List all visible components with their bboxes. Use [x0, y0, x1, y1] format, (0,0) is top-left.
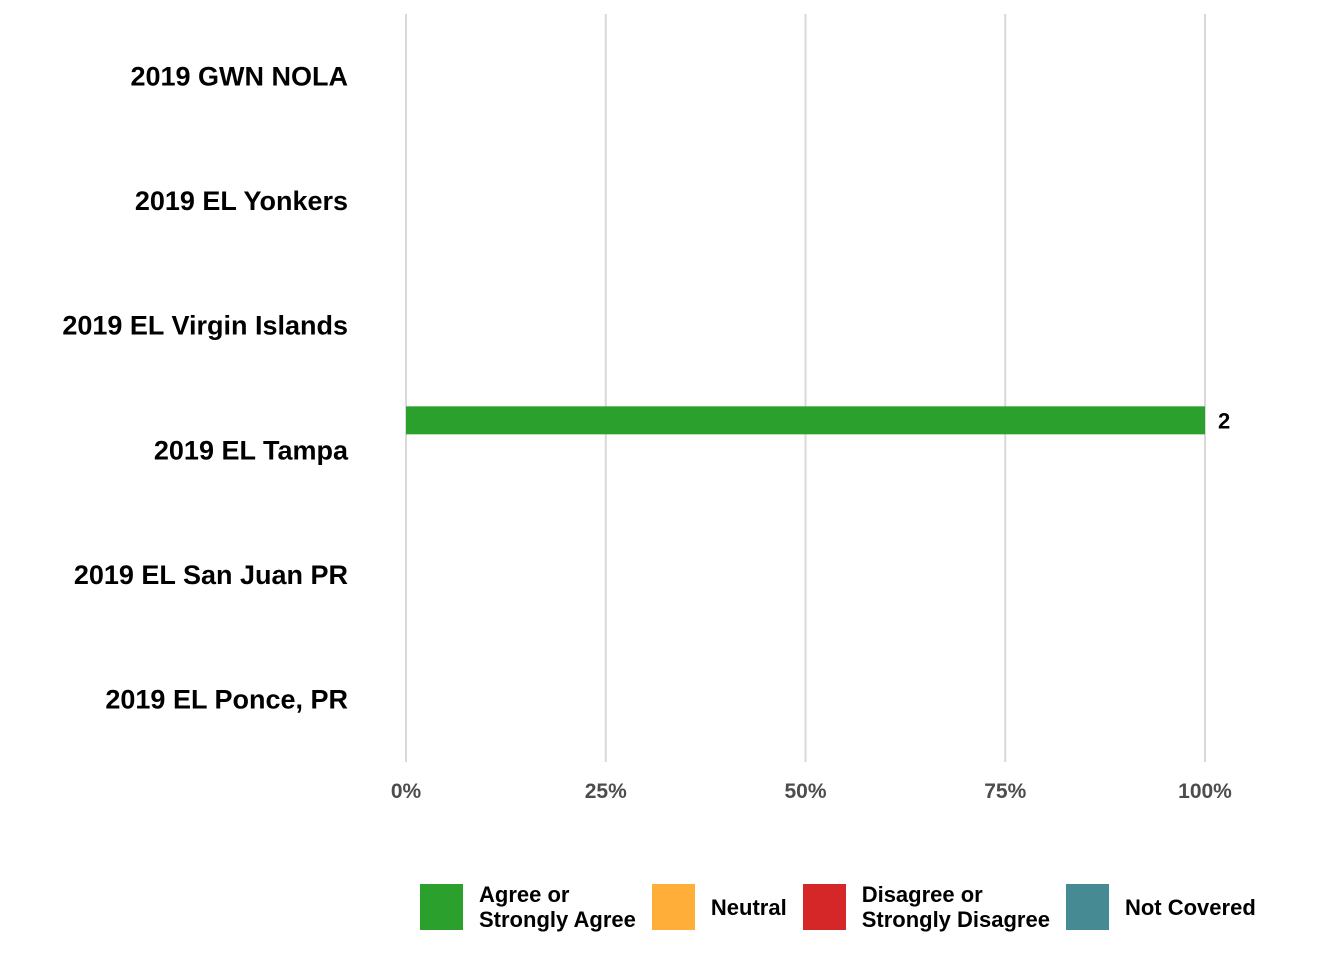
- bars: [406, 406, 1205, 435]
- legend-label: Not Covered: [1124, 894, 1256, 920]
- category-label: 2019 EL Virgin Islands: [62, 311, 348, 341]
- legend-swatch: [1065, 884, 1109, 930]
- legend-swatch: [802, 884, 846, 930]
- legend-swatch: [651, 884, 695, 930]
- legend: Agree or Strongly Agree Neutral Disagree o…: [420, 882, 1272, 932]
- legend-label: Neutral: [710, 894, 787, 920]
- legend-item: Not Covered: [1065, 884, 1256, 930]
- category-labels: 2019 GWN NOLA 2019 EL Yonkers 2019 EL Virg…: [62, 61, 349, 714]
- x-tick-label: 75%: [984, 780, 1026, 803]
- category-label: 2019 EL San Juan PR: [74, 560, 348, 590]
- gridlines: [405, 14, 1206, 762]
- x-tick-labels: 0% 25% 50% 75% 100%: [391, 780, 1232, 803]
- category-label: 2019 EL Ponce, PR: [105, 685, 348, 715]
- data-label: 2: [1218, 408, 1230, 433]
- legend-item: Neutral: [651, 884, 787, 930]
- x-tick-label: 25%: [585, 780, 627, 803]
- legend-item: Disagree or Strongly Disagree: [802, 882, 1050, 932]
- data-labels: 2: [1218, 408, 1230, 433]
- legend-label: Disagree or Strongly Disagree: [861, 882, 1050, 932]
- legend-item: Agree or Strongly Agree: [420, 882, 636, 932]
- x-tick-label: 100%: [1178, 780, 1232, 803]
- x-tick-label: 50%: [784, 780, 826, 803]
- legend-label: Agree or Strongly Agree: [479, 882, 636, 932]
- legend-swatch: [420, 884, 463, 930]
- category-label: 2019 GWN NOLA: [130, 61, 348, 91]
- category-label: 2019 EL Yonkers: [135, 186, 348, 216]
- bar-segment: [406, 406, 1205, 435]
- x-tick-label: 0%: [391, 780, 422, 803]
- category-label: 2019 EL Tampa: [154, 435, 349, 465]
